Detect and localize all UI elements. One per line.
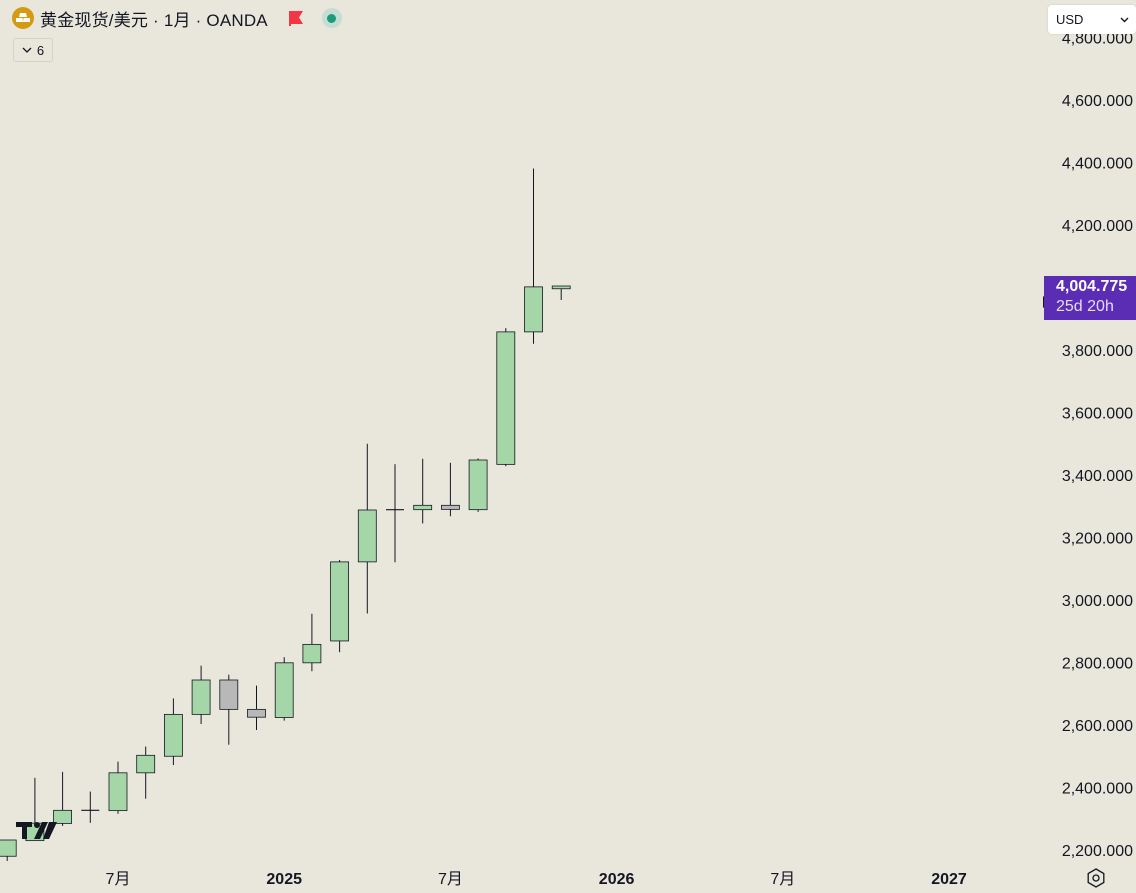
- candle-body: [357, 509, 377, 563]
- candle-body: [330, 561, 350, 642]
- gear-icon[interactable]: [1086, 868, 1106, 888]
- candle-body: [108, 772, 128, 812]
- tradingview-logo[interactable]: [16, 820, 58, 840]
- price-axis: 2,200.000 2,400.000 2,600.000 2,800.000 3,00…: [1062, 31, 1133, 861]
- candle-body: [524, 286, 543, 333]
- currency-select[interactable]: USD: [1048, 5, 1136, 34]
- candle-body: [0, 839, 17, 857]
- price-axis-tick-label: 4,400.000: [1062, 156, 1133, 173]
- candle[interactable]: [524, 168, 543, 344]
- candle-body: [191, 679, 211, 715]
- collapse-indicators-button[interactable]: 6: [13, 38, 53, 62]
- time-axis-tick-label: 7月: [106, 871, 131, 888]
- candle-body: [274, 662, 294, 718]
- candle-body: [468, 459, 488, 511]
- candle-body: [53, 809, 72, 824]
- price-axis-tick-label: 2,200.000: [1062, 843, 1133, 860]
- price-axis-tick-label: 3,800.000: [1062, 343, 1133, 360]
- candle-body: [496, 331, 516, 465]
- candle[interactable]: [136, 746, 156, 799]
- candle-body: [551, 285, 571, 290]
- candle-body: [247, 708, 266, 718]
- time-axis-tick-label: 2025: [266, 871, 302, 888]
- candle[interactable]: [81, 791, 100, 823]
- price-axis-tick-label: 4,200.000: [1062, 218, 1133, 235]
- candle[interactable]: [108, 761, 128, 814]
- collapse-count: 6: [36, 42, 45, 58]
- price-axis-tick-label: 3,600.000: [1062, 406, 1133, 423]
- candle[interactable]: [468, 458, 488, 512]
- candle-body: [413, 504, 433, 511]
- candle[interactable]: [53, 771, 72, 826]
- candle[interactable]: [551, 285, 571, 300]
- candle[interactable]: [496, 328, 516, 467]
- chevron-down-icon: [1120, 17, 1129, 22]
- flag-icon[interactable]: [288, 10, 304, 26]
- time-axis-tick-label: 7月: [770, 871, 795, 888]
- last-price-value: 4,004.775: [1056, 278, 1128, 295]
- chevron-down-icon: [22, 47, 32, 53]
- candle[interactable]: [247, 685, 266, 730]
- candle[interactable]: [219, 674, 239, 745]
- candle[interactable]: [357, 443, 377, 614]
- time-axis-tick-label: 2027: [931, 871, 967, 888]
- price-axis-tick-label: 2,400.000: [1062, 781, 1133, 798]
- price-axis-tick-label: 2,800.000: [1062, 656, 1133, 673]
- price-axis-tick-label: 3,000.000: [1062, 593, 1133, 610]
- candle-body: [302, 643, 322, 664]
- symbol-title[interactable]: 黄金现货/美元 · 1月 · OANDA: [40, 10, 268, 30]
- candle-body: [440, 504, 460, 510]
- candle[interactable]: [330, 560, 350, 653]
- symbol-header[interactable]: 黄金现货/美元 · 1月 · OANDA: [12, 6, 342, 30]
- candle[interactable]: [386, 464, 404, 563]
- price-axis-tick-label: 2,600.000: [1062, 718, 1133, 735]
- time-axis-tick-label: 7月: [438, 871, 463, 888]
- candle[interactable]: [413, 458, 433, 524]
- price-axis-tick-label: 3,200.000: [1062, 531, 1133, 548]
- candle[interactable]: [302, 613, 322, 672]
- last-price-label: 4,004.775 25d 20h: [1044, 276, 1136, 320]
- price-axis-tick-label: 3,400.000: [1062, 468, 1133, 485]
- market-open-dot-icon[interactable]: [321, 8, 342, 28]
- currency-value: USD: [1056, 12, 1084, 27]
- time-axis-tick-label: 2026: [599, 871, 635, 888]
- candle-body: [219, 679, 239, 710]
- candle[interactable]: [191, 665, 211, 725]
- time-axis: 7月 2025 7月 2026 7月 2027: [106, 871, 967, 888]
- candle-body: [136, 754, 156, 774]
- candles-layer: [0, 168, 571, 861]
- bar-countdown: 25d 20h: [1056, 298, 1114, 315]
- candle[interactable]: [274, 657, 294, 721]
- price-axis-tick-label: 4,600.000: [1062, 93, 1133, 110]
- candle-body: [163, 713, 183, 757]
- candle[interactable]: [163, 698, 183, 765]
- candle[interactable]: [440, 462, 460, 517]
- price-axis-tick-label: 4,800.000: [1062, 31, 1133, 48]
- candle[interactable]: [0, 839, 17, 861]
- gold-bars-icon: [12, 7, 34, 29]
